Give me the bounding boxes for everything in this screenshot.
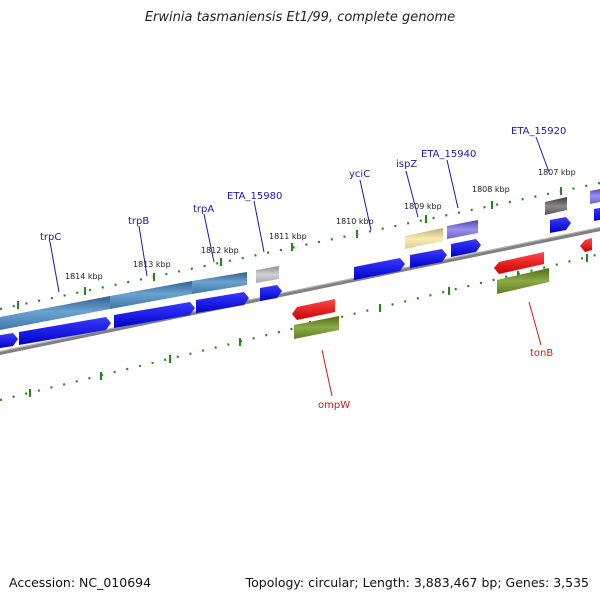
- reverse-gene-labels: ompW tonB: [318, 348, 553, 411]
- kbp-label-1807: 1807 kbp: [538, 168, 576, 177]
- label-ompW[interactable]: ompW: [318, 400, 350, 411]
- map-title: Erwinia tasmaniensis Et1/99, complete ge…: [144, 10, 456, 25]
- kbp-scale-labels: 1814 kbp 1813 kbp 1812 kbp 1811 kbp 1810…: [65, 168, 576, 281]
- kbp-label-1813: 1813 kbp: [133, 260, 171, 269]
- kbp-label-1808: 1808 kbp: [472, 185, 510, 194]
- trpA-cds[interactable]: [196, 292, 249, 313]
- trpC-cds[interactable]: [0, 333, 18, 349]
- trpB-gene[interactable]: [110, 281, 192, 309]
- forward-label-leaders: [49, 136, 550, 293]
- label-tonB[interactable]: tonB: [530, 348, 553, 359]
- trpA-gene[interactable]: [192, 272, 247, 294]
- ispZ-cds[interactable]: [410, 249, 447, 268]
- kbp-label-1811: 1811 kbp: [269, 232, 307, 241]
- label-trpC[interactable]: trpC: [40, 232, 61, 243]
- label-ETA_15940[interactable]: ETA_15940: [421, 149, 476, 160]
- offscreen-cds[interactable]: [594, 207, 600, 221]
- reverse-label-leaders: [321, 301, 542, 397]
- outer-major-ticks: [17, 187, 562, 309]
- trpB-cds[interactable]: [114, 302, 195, 328]
- label-ETA_15920[interactable]: ETA_15920: [511, 126, 566, 137]
- reverse-gene-track: [294, 268, 549, 339]
- ompW-gene[interactable]: [294, 316, 339, 339]
- ETA_15980-cds[interactable]: [260, 285, 282, 301]
- kbp-label-1810: 1810 kbp: [336, 217, 374, 226]
- tonB-cds[interactable]: [494, 252, 544, 274]
- yciC-cds[interactable]: [354, 258, 405, 280]
- tonB-gene[interactable]: [497, 268, 549, 294]
- reverse-cds-track: [292, 238, 592, 320]
- label-trpA[interactable]: trpA: [193, 204, 214, 215]
- forward-gene-labels: trpC trpB trpA ETA_15980 yciC ispZ ETA_1…: [40, 126, 566, 243]
- genome-backbone: [0, 226, 600, 356]
- ispZ-gene[interactable]: [405, 228, 443, 249]
- label-ispZ[interactable]: ispZ: [396, 159, 417, 170]
- trpC-gene[interactable]: [0, 296, 110, 331]
- accession-text: Accession: NC_010694: [9, 575, 152, 590]
- forward-cds-track: [0, 207, 600, 349]
- trpC-cds-2[interactable]: [19, 317, 111, 345]
- ETA_15940-gene[interactable]: [447, 220, 478, 239]
- forward-gene-track: [0, 188, 600, 331]
- kbp-label-1814: 1814 kbp: [65, 272, 103, 281]
- label-yciC[interactable]: yciC: [349, 169, 370, 180]
- label-trpB[interactable]: trpB: [128, 216, 149, 227]
- topology-text: Topology: circular; Length: 3,883,467 bp…: [245, 575, 589, 590]
- offscreen-reverse-cds[interactable]: [580, 238, 592, 252]
- offscreen-gene[interactable]: [590, 188, 600, 204]
- label-ETA_15980[interactable]: ETA_15980: [227, 191, 282, 202]
- kbp-label-1812: 1812 kbp: [201, 246, 239, 255]
- kbp-label-1809: 1809 kbp: [404, 202, 442, 211]
- ETA_15940-cds[interactable]: [451, 239, 481, 257]
- ompW-cds[interactable]: [292, 299, 335, 320]
- ETA_15920-gene[interactable]: [545, 197, 567, 215]
- ETA_15980-gene[interactable]: [256, 266, 279, 283]
- ETA_15920-cds[interactable]: [550, 217, 571, 233]
